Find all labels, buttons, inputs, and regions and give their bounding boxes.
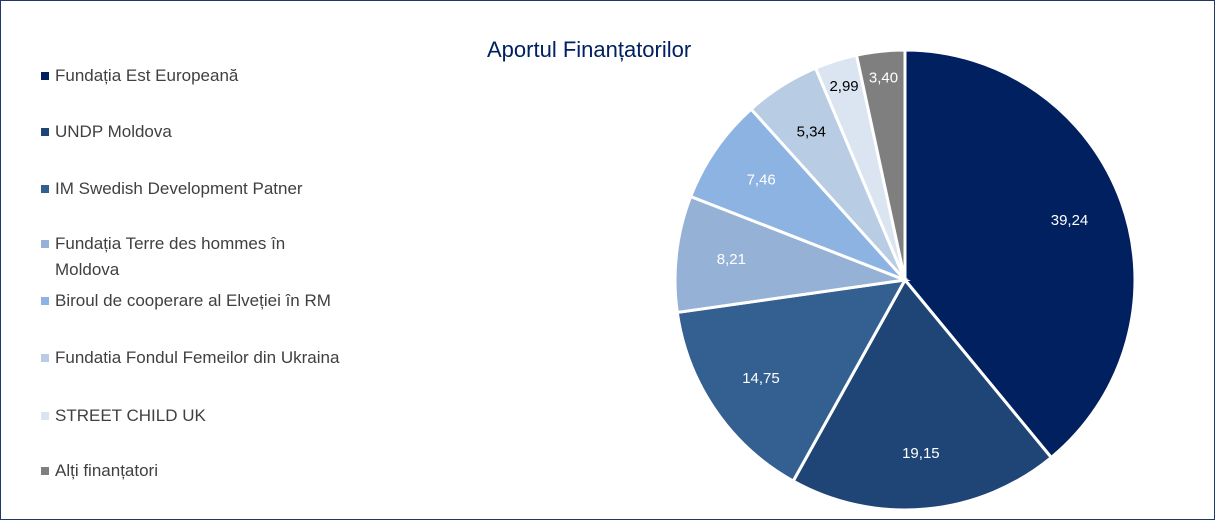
data-label: 3,40 [869, 70, 898, 87]
data-label: 14,75 [742, 370, 780, 387]
pie-slice [903, 48, 1137, 460]
legend-swatch [41, 72, 49, 80]
legend-item: STREET CHILD UK [41, 403, 425, 429]
legend-swatch [41, 412, 49, 420]
legend-item: IM Swedish Development Patner [41, 176, 425, 202]
legend-label: Fundația Terre des hommes în Moldova [55, 234, 286, 279]
legend-item: Alți finanțatori [41, 458, 425, 484]
legend-swatch [41, 240, 49, 248]
data-label: 2,99 [829, 78, 858, 95]
pie-slice [688, 106, 907, 282]
pie-slice [854, 48, 907, 281]
legend-item: Fundația Est Europeană [41, 63, 425, 89]
legend-item: Biroul de cooperare al Elveției în RM [41, 288, 425, 314]
legend-label: Fundatia Fondul Femeilor din Ukraina [55, 348, 340, 367]
legend-item: Fundatia Fondul Femeilor din Ukraina [41, 345, 425, 371]
legend-swatch [41, 354, 49, 362]
legend-label: Biroul de cooperare al Elveției în RM [55, 291, 331, 310]
legend-label: Fundația Est Europeană [55, 66, 239, 85]
legend-label: UNDP Moldova [55, 122, 172, 141]
data-label: 39,24 [1051, 212, 1089, 229]
data-label: 5,34 [797, 123, 826, 140]
legend-swatch [41, 185, 49, 193]
data-label: 19,15 [902, 445, 940, 462]
pie-slice [791, 277, 1054, 512]
legend-item: Fundația Terre des hommes în Moldova [41, 231, 305, 283]
legend-label: Alți finanțatori [55, 461, 158, 480]
data-label: 7,46 [747, 172, 776, 189]
legend-label: IM Swedish Development Patner [55, 179, 303, 198]
pie-slice [673, 194, 911, 315]
chart-title: Aportul Finanțatorilor [487, 37, 692, 62]
legend-swatch [41, 467, 49, 475]
legend-swatch [41, 297, 49, 305]
legend-item: UNDP Moldova [41, 119, 425, 145]
legend-swatch [41, 128, 49, 136]
pie-slice [675, 278, 908, 484]
legend-label: STREET CHILD UK [55, 406, 206, 425]
data-label: 8,21 [717, 251, 746, 268]
